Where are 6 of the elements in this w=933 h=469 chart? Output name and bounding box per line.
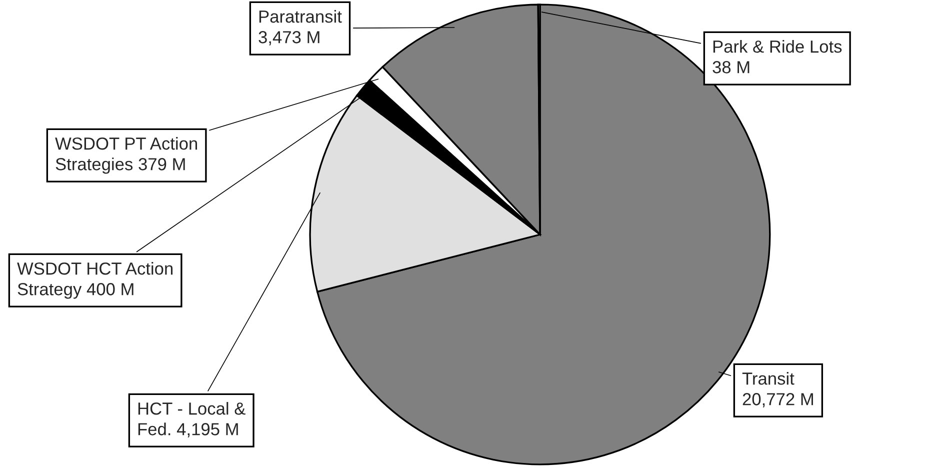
slice-label: WSDOT HCT Action Strategy 400 M — [17, 262, 172, 299]
slice-label: HCT - Local & Fed. 4,195 M — [138, 402, 246, 438]
slice-label: WSDOT PT Action Strategies 379 M — [55, 137, 198, 174]
slice-label: Transit 20,772 M — [742, 372, 813, 408]
slice-label: Park & Ride Lots 38 M — [712, 40, 842, 74]
slice-label: Paratransit 3,473 M — [258, 10, 342, 46]
